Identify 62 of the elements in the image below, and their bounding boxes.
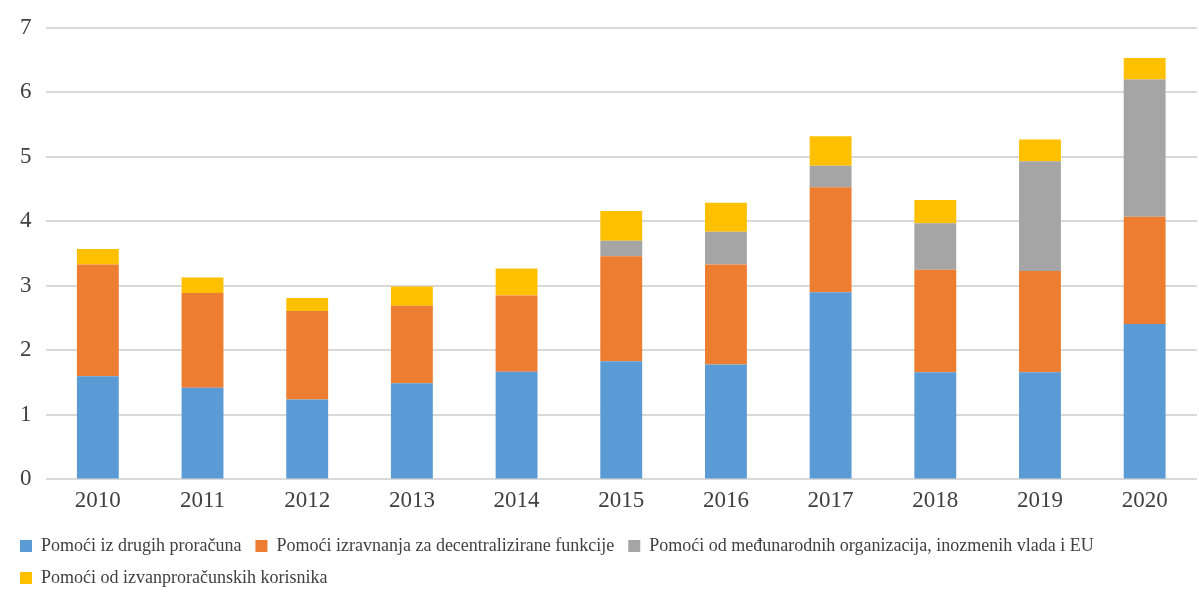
y-tick-label: 7	[20, 13, 32, 39]
bar	[390, 305, 433, 384]
bar	[705, 231, 747, 265]
y-tick-label: 0	[20, 465, 32, 491]
y-tick-label: 1	[20, 400, 32, 426]
bar	[600, 361, 643, 479]
legend-label: Pomoći iz drugih proračuna	[41, 534, 242, 555]
x-tick-label: 2017	[807, 487, 854, 513]
bar	[1019, 139, 1061, 162]
bar	[809, 165, 852, 188]
bar	[390, 383, 433, 479]
x-tick-label: 2013	[388, 487, 435, 513]
bar	[1123, 323, 1166, 479]
bar	[1123, 216, 1166, 324]
bar	[914, 269, 957, 373]
y-tick-label: 5	[20, 142, 32, 168]
bar	[600, 211, 643, 241]
legend-label: Pomoći od izvanproračunskih korisnika	[41, 566, 328, 587]
legend-label: Pomoći izravnanja za decentralizirane funkcije	[276, 534, 615, 555]
bar	[286, 399, 329, 479]
bar	[76, 264, 119, 377]
x-tick-label: 2015	[598, 487, 645, 513]
bar	[286, 298, 329, 312]
bar	[705, 364, 747, 479]
bar	[76, 376, 119, 479]
y-tick-label: 3	[20, 271, 32, 297]
x-tick-label: 2020	[1121, 487, 1168, 513]
bar	[705, 264, 747, 365]
y-tick-label: 2	[20, 336, 32, 362]
x-tick-label: 2010	[74, 487, 121, 513]
bar	[76, 249, 119, 265]
bar	[1019, 161, 1061, 272]
bar	[809, 187, 852, 293]
x-tick-label: 2019	[1016, 487, 1063, 513]
bar	[1019, 372, 1061, 479]
legend-label: Pomoći od međunarodnih organizacija, inozmenih vlada i EU	[649, 534, 1094, 555]
bar	[390, 286, 433, 306]
y-tick-label: 4	[20, 207, 32, 233]
bar	[495, 295, 538, 372]
bar	[705, 202, 747, 232]
bar	[600, 240, 643, 257]
x-tick-label: 2014	[493, 487, 541, 513]
bar	[809, 292, 852, 479]
bar	[914, 223, 957, 270]
bar	[181, 277, 224, 293]
y-tick-label: 6	[20, 78, 32, 104]
bar	[181, 387, 224, 479]
bar	[495, 268, 538, 296]
x-tick-label: 2016	[702, 487, 749, 513]
bar	[914, 200, 957, 224]
bar	[495, 371, 538, 479]
x-tick-label: 2012	[284, 487, 331, 513]
bar	[1019, 271, 1061, 373]
x-tick-label: 2011	[179, 487, 226, 513]
bar	[286, 311, 329, 400]
bar	[1123, 79, 1166, 217]
x-tick-label: 2018	[912, 487, 959, 513]
bar	[181, 292, 224, 388]
bar	[1123, 58, 1166, 80]
bar	[914, 372, 957, 479]
bar	[809, 136, 852, 166]
bar	[600, 256, 643, 362]
